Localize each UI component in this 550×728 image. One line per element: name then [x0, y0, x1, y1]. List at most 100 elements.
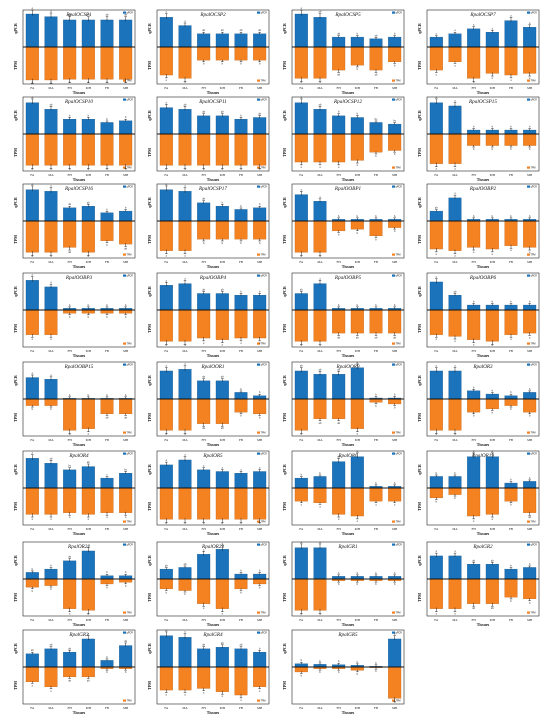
sig-label-qpcr: a — [166, 100, 168, 104]
x-tick-label: MB — [392, 706, 398, 710]
bar-tpm-MH — [350, 220, 364, 230]
bar-tpm-MB — [523, 578, 537, 599]
chart-svg: RpalOOBP1 qPCR TPM qPCR TPM a a FA a a MA b b FH b b MH b… — [282, 183, 405, 269]
sig-label-qpcr: ab — [184, 562, 187, 566]
x-tick-label: FA — [434, 349, 439, 353]
legend-swatch-qpcr — [527, 98, 530, 101]
chart-svg: RpalOCSP16qPCRTPMqPCRTPMaaFAaaMAababFHab… — [13, 182, 136, 269]
x-tick-label: MB — [527, 438, 533, 442]
sig-label-qpcr: b — [106, 655, 108, 659]
bar-tpm-MA — [44, 666, 58, 687]
sig-label-qpcr: b — [375, 214, 377, 218]
xlabel: Tissues — [73, 90, 86, 95]
bar-qpcr-MH — [81, 205, 95, 222]
chart-svg: RpalOCSP15 qPCR TPM qPCR TPM a a FA a a MA b b FH b b MH… — [417, 95, 540, 182]
sig-label-tpm: a — [32, 683, 34, 687]
bar-qpcr-MH — [81, 19, 95, 48]
sig-label-qpcr: ab — [221, 28, 224, 32]
x-tick-label: MA — [182, 438, 188, 442]
x-tick-label: MA — [452, 438, 458, 442]
chart-title: RpalOOBP2 — [469, 186, 497, 192]
x-tick-label: FB — [509, 618, 514, 622]
ylabel-qpcr: qPCR — [417, 110, 422, 121]
bar-tpm-MA — [178, 487, 192, 520]
sig-label-qpcr: ab — [50, 456, 53, 460]
sig-label-tpm: a — [529, 76, 531, 80]
bar-tpm-FB — [369, 133, 383, 153]
bar-qpcr-FA — [159, 17, 173, 48]
chart-panel-RpalOCSP1: RpalOCSP1 qPCR TPM qPCR TPM a a FA a a MA ab a FH ab a M… — [11, 4, 141, 108]
sig-label-qpcr: b — [510, 300, 512, 304]
x-tick-label: FH — [202, 527, 207, 531]
ylabel-tpm: TPM — [282, 502, 287, 511]
sig-label-tpm: b — [259, 62, 261, 66]
ylabel-tpm: TPM — [13, 235, 18, 244]
bar-qpcr-MH — [485, 456, 499, 489]
chart-svg: RpalOCSP5 qPCR TPM qPCR TPM a a FA ab a MA ab ab FH b b… — [282, 6, 405, 95]
sig-label-tpm: a — [319, 254, 321, 258]
sig-label-qpcr: a — [50, 373, 52, 377]
xlabel: Tissues — [73, 531, 86, 536]
x-tick-label: MH — [355, 618, 361, 622]
bar-qpcr-FB — [369, 38, 383, 48]
x-tick-label: MA — [182, 349, 188, 353]
legend-label-qpcr: qPCR — [531, 11, 538, 14]
bar-tpm-FH — [63, 133, 77, 166]
x-tick-label: FB — [374, 618, 379, 622]
bar-tpm-FH — [332, 398, 346, 419]
sig-label-tpm: a — [184, 343, 186, 347]
bar-tpm-MH — [215, 309, 229, 340]
legend-label-qpcr: qPCR — [531, 363, 538, 366]
chart-title: RpalOR23 — [201, 544, 224, 550]
bar-qpcr-MH — [350, 456, 364, 489]
bar-tpm-MB — [388, 220, 402, 228]
sig-label-tpm: a — [88, 167, 90, 171]
chart-panel-RpalOCSP16: RpalOCSP16 qPCR TPM qPCR TPM a a FA a a MA ab ab FH ab… — [11, 178, 141, 282]
chart-panel-RpalOCSP17: RpalOCSP17 qPCR TPM qPCR TPM a a FA a a MA ab b FH b b M… — [145, 178, 275, 282]
sig-label-qpcr: b — [492, 214, 494, 218]
sig-label-qpcr: a — [184, 19, 186, 23]
legend-swatch-qpcr — [257, 363, 260, 366]
sig-label-tpm: b — [50, 407, 52, 411]
bar-tpm-MB — [388, 309, 402, 334]
chart-svg: RpalGR5qPCRTPMqPCRTPMbbFAbbMAbbFHbbMHbbF… — [282, 629, 405, 715]
sig-label-qpcr: b — [375, 303, 377, 307]
sig-label-qpcr: b — [240, 569, 242, 573]
bar-qpcr-MB — [523, 27, 537, 48]
bar-tpm-FA — [429, 133, 443, 164]
sig-label-qpcr: a — [394, 632, 396, 636]
x-tick-label: MH — [86, 527, 92, 531]
legend-swatch-qpcr — [392, 185, 395, 188]
sig-label-qpcr: b — [301, 473, 303, 477]
chart-svg: RpalOOBP3 qPCR TPM qPCR TPM a a FA a a MA b b FH b b MH b… — [13, 272, 136, 358]
bar-qpcr-MB — [253, 33, 267, 48]
sig-label-tpm: a — [301, 503, 303, 507]
legend-swatch-tpm — [527, 611, 530, 614]
sig-label-qpcr: ab — [300, 364, 303, 368]
sig-label-tpm: a — [492, 517, 494, 521]
x-tick-label: MB — [123, 438, 129, 442]
legend-label-qpcr: qPCR — [396, 543, 403, 546]
bar-qpcr-FA — [25, 280, 39, 311]
sig-label-tpm: a — [240, 521, 242, 525]
xlabel: Tissues — [207, 90, 220, 95]
x-tick-label: FA — [299, 438, 304, 442]
sig-label-tpm: a — [529, 250, 531, 254]
ylabel-qpcr: qPCR — [417, 555, 422, 566]
sig-label-qpcr: b — [106, 393, 108, 397]
x-tick-label: MB — [257, 349, 263, 353]
sig-label-qpcr: b — [529, 300, 531, 304]
bar-qpcr-FB — [504, 482, 518, 489]
bar-qpcr-MH — [81, 550, 95, 580]
x-tick-label: MB — [257, 173, 263, 177]
bar-tpm-MA — [44, 398, 58, 406]
sig-label-tpm: a — [436, 612, 438, 616]
sig-label-qpcr: ab — [202, 643, 205, 647]
x-tick-label: FB — [239, 260, 244, 264]
sig-label-qpcr: bc — [68, 464, 72, 468]
sig-label-qpcr: b — [125, 115, 127, 119]
sig-label-tpm: a — [454, 167, 456, 171]
chart-title: RpalOCSP7 — [469, 12, 496, 18]
bar-qpcr-MA — [313, 476, 327, 489]
ylabel-qpcr: qPCR — [282, 286, 287, 297]
